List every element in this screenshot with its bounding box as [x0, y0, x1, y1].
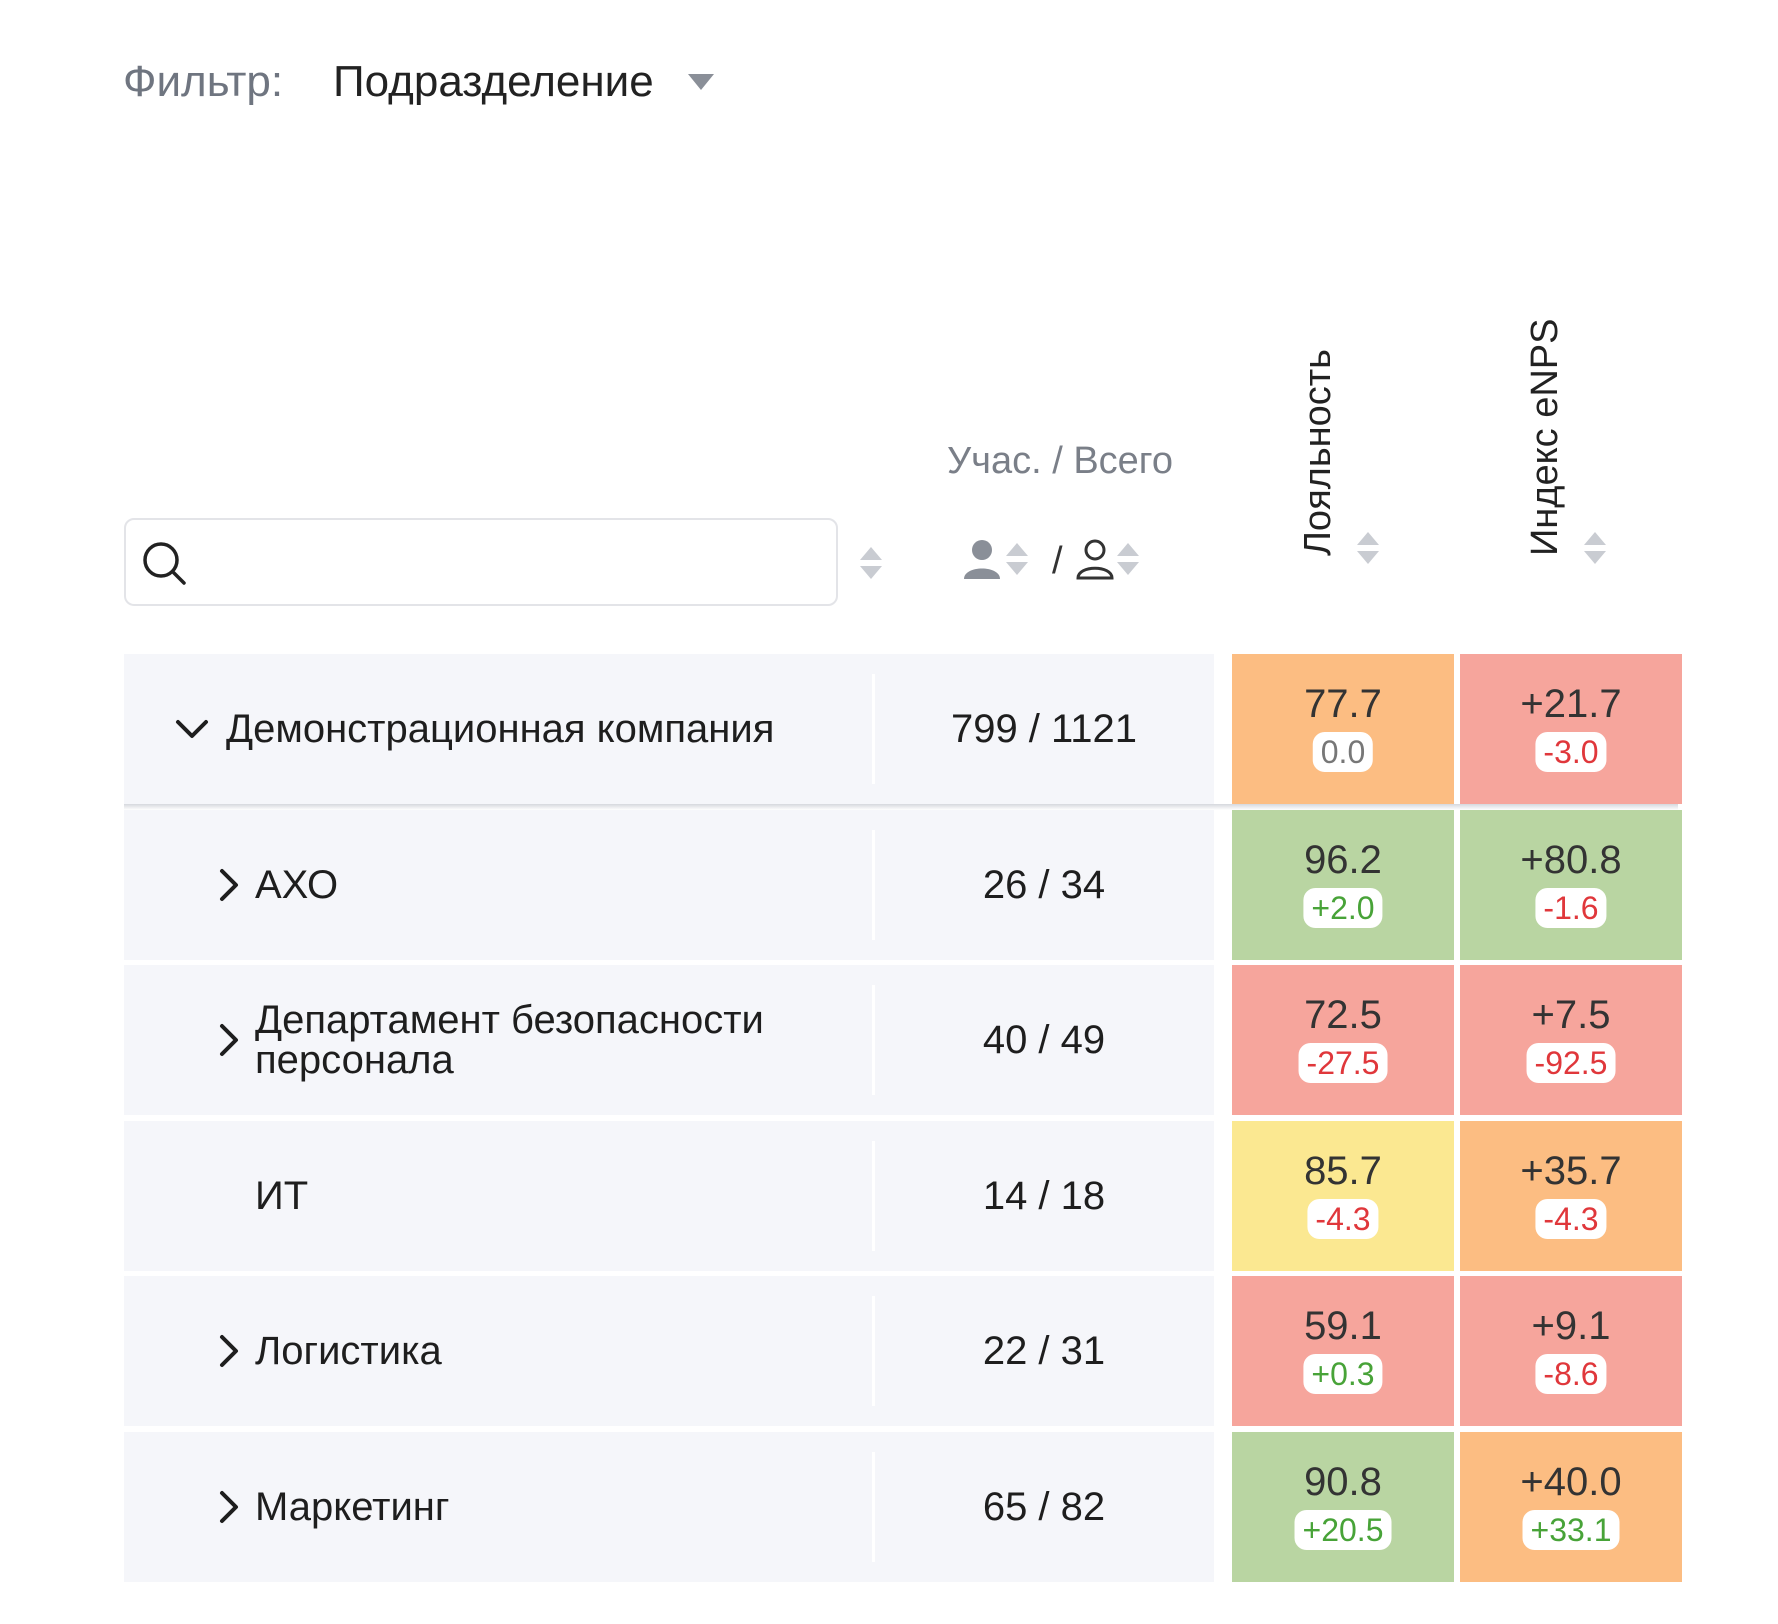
loyalty-delta-badge: 0.0 [1312, 732, 1374, 772]
enps-delta-badge: +33.1 [1522, 1510, 1620, 1550]
column-divider [872, 1141, 875, 1251]
column-divider [872, 674, 875, 784]
enps-header: Индекс eNPS [1524, 318, 1566, 556]
loyalty-value: 90.8 [1304, 1460, 1382, 1504]
person-filled-icon [962, 537, 1002, 586]
loyalty-cell[interactable]: 90.8 +20.5 [1232, 1432, 1454, 1582]
participants-count: 26 / 34 [982, 862, 1106, 907]
sort-enps-icon[interactable] [1581, 528, 1609, 573]
sort-name-icon[interactable] [857, 543, 885, 588]
table-row[interactable]: Логистика 22 / 31 59.1 +0.3 +9.1 -8.6 [124, 1276, 1682, 1426]
enps-cell[interactable]: +9.1 -8.6 [1460, 1276, 1682, 1426]
loyalty-delta-badge: +0.3 [1303, 1354, 1383, 1394]
sort-total-icon[interactable] [1115, 539, 1141, 584]
loyalty-cell[interactable]: 85.7 -4.3 [1232, 1121, 1454, 1271]
loyalty-value: 85.7 [1304, 1149, 1382, 1193]
table-row[interactable]: Департамент безопасности персонала 40 / 4… [124, 965, 1682, 1115]
filter-dropdown[interactable]: Подразделение [333, 57, 654, 106]
search-input[interactable] [216, 534, 820, 592]
loyalty-value: 72.5 [1304, 993, 1382, 1037]
sticky-row-shadow [124, 804, 1678, 810]
loyalty-value: 77.7 [1304, 682, 1382, 726]
table-row[interactable]: ИТ 14 / 18 85.7 -4.3 +35.7 -4.3 [124, 1121, 1682, 1271]
chevron-right-icon[interactable] [208, 865, 248, 910]
sort-loyalty-icon[interactable] [1354, 528, 1382, 573]
column-divider [872, 985, 875, 1095]
row-background [124, 1121, 1214, 1271]
enps-delta-badge: -1.6 [1535, 888, 1607, 928]
filter-bar: Фильтр: Подразделение [123, 52, 716, 112]
participants-count: 14 / 18 [982, 1173, 1106, 1218]
enps-value: +21.7 [1520, 682, 1622, 726]
column-divider [872, 1452, 875, 1562]
enps-cell[interactable]: +7.5 -92.5 [1460, 965, 1682, 1115]
enps-cell[interactable]: +40.0 +33.1 [1460, 1432, 1682, 1582]
slash-separator: / [1052, 539, 1063, 582]
chevron-down-icon[interactable] [172, 709, 212, 754]
column-divider [872, 830, 875, 940]
enps-value: +35.7 [1520, 1149, 1622, 1193]
search-icon [140, 539, 188, 592]
loyalty-cell[interactable]: 77.7 0.0 [1232, 654, 1454, 804]
loyalty-delta-badge: -27.5 [1298, 1043, 1388, 1083]
department-name: Демонстрационная компания [226, 707, 775, 751]
participants-count: 40 / 49 [982, 1017, 1106, 1062]
department-name: Департамент безопасности персонала [255, 998, 764, 1082]
caret-down-icon[interactable] [686, 72, 716, 97]
filter-label: Фильтр: [123, 57, 284, 106]
loyalty-cell[interactable]: 59.1 +0.3 [1232, 1276, 1454, 1426]
enps-delta-badge: -92.5 [1526, 1043, 1616, 1083]
table-row[interactable]: Маркетинг 65 / 82 90.8 +20.5 +40.0 +33.1 [124, 1432, 1682, 1582]
department-name: АХО [255, 863, 339, 907]
loyalty-value: 96.2 [1304, 838, 1382, 882]
participants-count: 799 / 1121 [950, 706, 1138, 751]
department-name: Маркетинг [255, 1485, 450, 1529]
loyalty-delta-badge: -4.3 [1307, 1199, 1379, 1239]
chevron-right-icon[interactable] [208, 1020, 248, 1065]
enps-value: +40.0 [1520, 1460, 1622, 1504]
loyalty-cell[interactable]: 72.5 -27.5 [1232, 965, 1454, 1115]
loyalty-delta-badge: +2.0 [1303, 888, 1383, 928]
participants-count: 65 / 82 [982, 1484, 1106, 1529]
chevron-right-icon[interactable] [208, 1487, 248, 1532]
sort-participants-icon[interactable] [1004, 539, 1030, 584]
row-background [124, 1432, 1214, 1582]
loyalty-header: Лояльность [1297, 349, 1339, 556]
department-name: Логистика [255, 1329, 442, 1373]
search-box[interactable] [124, 518, 838, 606]
row-background [124, 810, 1214, 960]
participants-header: Учас. / Всего [947, 440, 1173, 482]
enps-cell[interactable]: +35.7 -4.3 [1460, 1121, 1682, 1271]
row-background [124, 654, 1214, 804]
enps-cell[interactable]: +80.8 -1.6 [1460, 810, 1682, 960]
column-divider [872, 1296, 875, 1406]
enps-delta-badge: -3.0 [1535, 732, 1607, 772]
chevron-right-icon[interactable] [208, 1331, 248, 1376]
enps-delta-badge: -8.6 [1535, 1354, 1607, 1394]
enps-value: +7.5 [1531, 993, 1611, 1037]
row-background [124, 1276, 1214, 1426]
participants-sort-controls: / [962, 536, 1141, 586]
enps-delta-badge: -4.3 [1535, 1199, 1607, 1239]
enps-cell[interactable]: +21.7 -3.0 [1460, 654, 1682, 804]
loyalty-delta-badge: +20.5 [1294, 1510, 1392, 1550]
enps-value: +80.8 [1520, 838, 1622, 882]
table-row[interactable]: Демонстрационная компания 799 / 1121 77.7 0… [124, 654, 1682, 810]
row-background [124, 965, 1214, 1115]
loyalty-cell[interactable]: 96.2 +2.0 [1232, 810, 1454, 960]
department-name: ИТ [255, 1174, 309, 1218]
enps-value: +9.1 [1531, 1304, 1611, 1348]
table-row[interactable]: АХО 26 / 34 96.2 +2.0 +80.8 -1.6 [124, 810, 1682, 960]
participants-count: 22 / 31 [982, 1328, 1106, 1373]
person-outline-icon [1075, 537, 1115, 586]
loyalty-value: 59.1 [1304, 1304, 1382, 1348]
